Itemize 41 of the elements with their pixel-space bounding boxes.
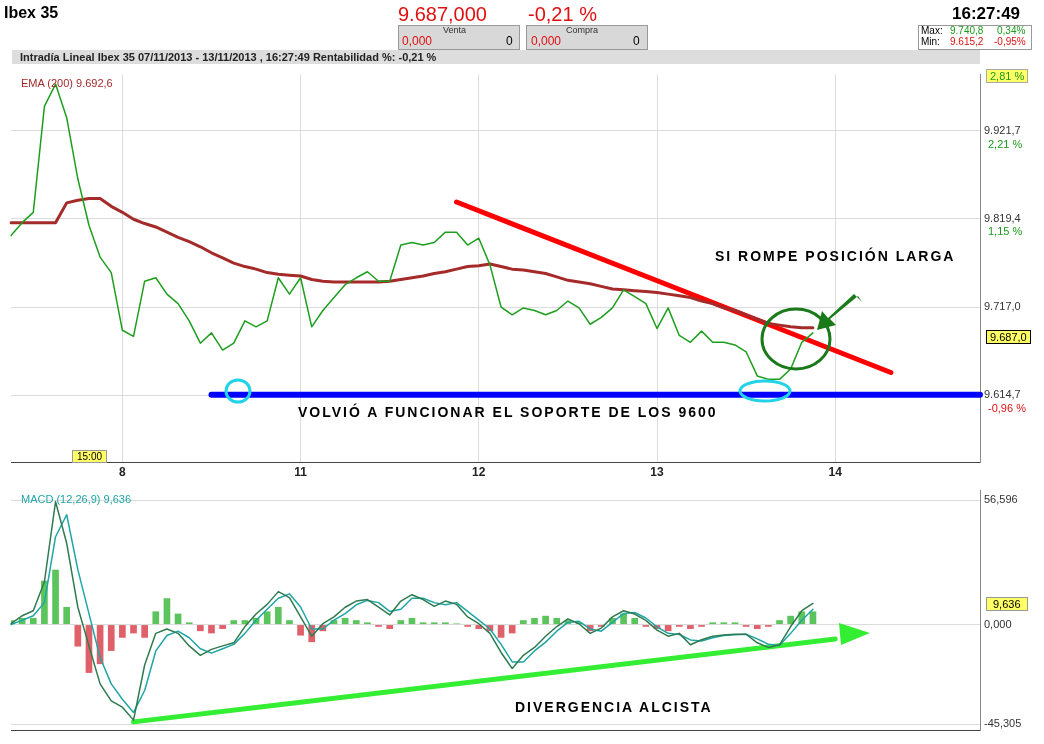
y-tick-label: 9.717,0 — [984, 300, 1021, 313]
text: 9.687,000 — [398, 3, 487, 26]
x-tick-label: 8 — [119, 464, 127, 479]
y-tick-label: 9.921,7 — [984, 123, 1021, 136]
x-tick-label: 14 — [828, 464, 843, 479]
text: -0,96 % — [988, 402, 1026, 414]
y-tick-label: 0,000 — [984, 617, 1012, 630]
text: 1,15 % — [988, 225, 1023, 237]
text: 0 — [633, 34, 640, 48]
text: Compra — [566, 25, 599, 35]
text: 2,21 % — [988, 138, 1023, 150]
series-label: MACD (12,26,9) 9,636 — [21, 493, 132, 506]
text: 0,000 — [402, 34, 433, 48]
y-tick-label: 9.614,7 — [984, 388, 1021, 401]
chart-title: Intradía Lineal Ibex 35 07/11/2013 - 13/11/2013 , 16:27:49 Rentabilidad %: -0,21 % — [12, 50, 980, 64]
text: 9,636 — [986, 597, 1028, 611]
text: Ibex 35 — [4, 4, 59, 22]
text: 9.687,0 — [986, 330, 1031, 344]
y-tick-label: 56,596 — [984, 493, 1018, 506]
text: Venta — [443, 25, 467, 35]
text: Min: — [921, 36, 940, 47]
text: 9.740,8 — [950, 25, 984, 36]
x-tick-label: 13 — [650, 464, 664, 479]
y-tick-label: 9.819,4 — [984, 211, 1021, 224]
text: 9.615,2 — [950, 36, 984, 47]
annotation: VOLVIÓ A FUNCIONAR EL SOPORTE DE LOS 9600 — [298, 404, 718, 420]
annotation: DIVERGENCIA ALCISTA — [515, 699, 713, 715]
text: 16:27:49 — [952, 4, 1021, 24]
text: Max: — [921, 25, 943, 36]
text: 0,000 — [531, 34, 562, 48]
text: -0,95% — [994, 36, 1026, 47]
y-tick-label: -45,305 — [984, 717, 1022, 730]
text: EMA (200) 9.692,6 — [21, 77, 113, 90]
text: 2,81 % — [986, 69, 1029, 83]
x-tick-label: 12 — [472, 464, 486, 479]
x-tick-label: 11 — [294, 464, 308, 479]
annotation: 15:00 — [72, 450, 108, 463]
annotation: SI ROMPE POSICIÓN LARGA — [715, 248, 956, 264]
text: -0,21 % — [528, 3, 597, 26]
text: 0,34% — [997, 25, 1026, 36]
text: 0 — [506, 34, 513, 48]
